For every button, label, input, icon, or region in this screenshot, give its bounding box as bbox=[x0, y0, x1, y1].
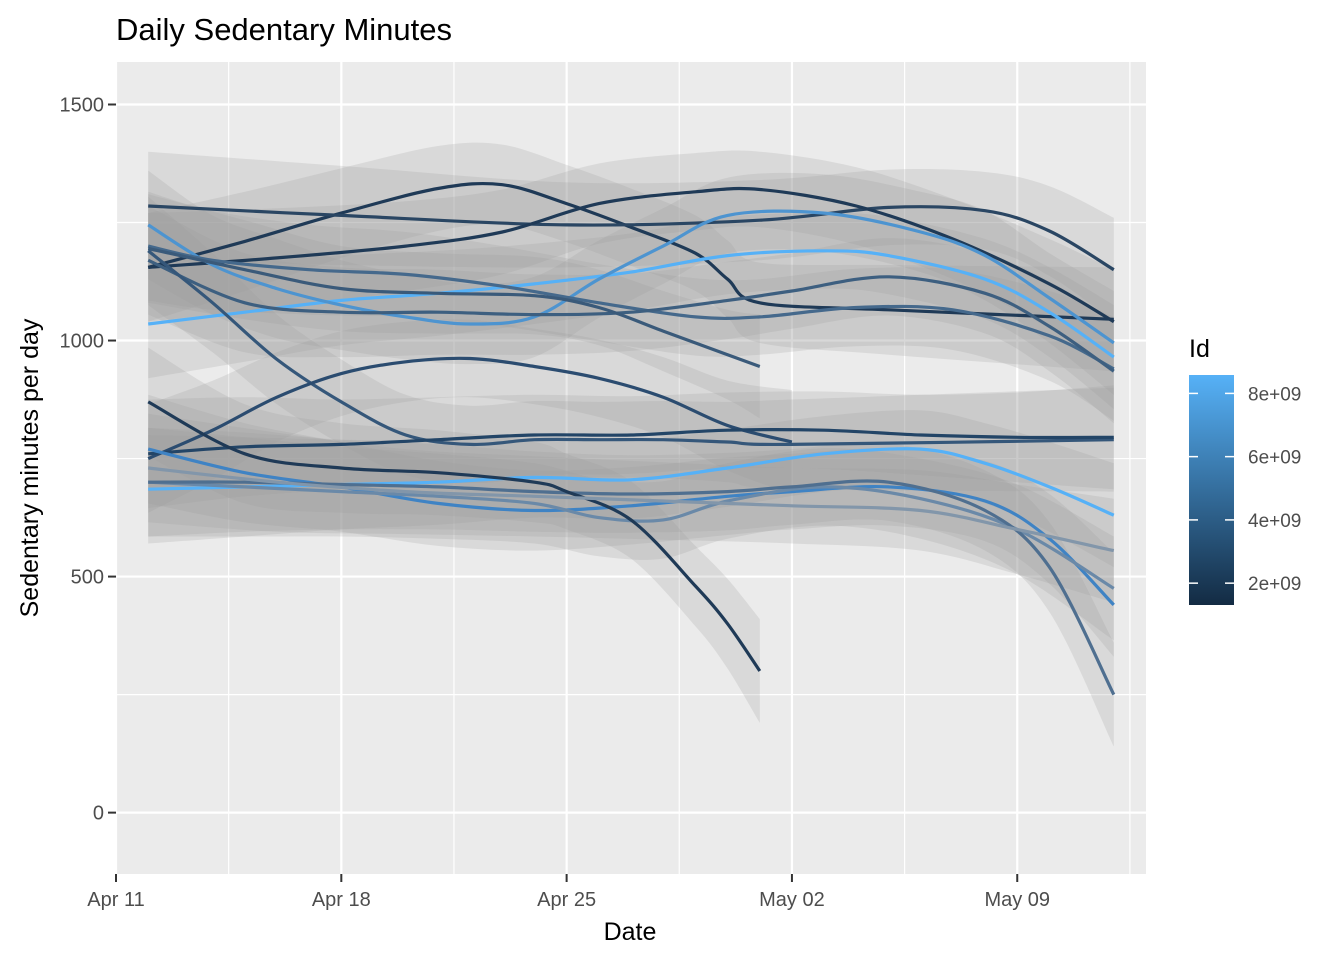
legend-colorbar bbox=[1189, 375, 1234, 605]
y-tick-label: 1500 bbox=[60, 94, 105, 116]
series-line bbox=[147, 209, 1115, 345]
series-line bbox=[148, 186, 1115, 324]
y-axis-title: Sedentary minutes per day bbox=[16, 318, 44, 617]
x-tick-label: Apr 18 bbox=[312, 889, 371, 911]
confidence-band bbox=[148, 170, 1114, 395]
series-line bbox=[147, 246, 761, 369]
confidence-band bbox=[148, 413, 1114, 603]
minor-gridlines bbox=[116, 62, 1146, 874]
y-tick-label: 500 bbox=[71, 567, 104, 589]
confidence-band bbox=[148, 151, 1114, 322]
legend-tick-label: 4e+09 bbox=[1248, 511, 1301, 532]
confidence-band bbox=[148, 206, 1114, 424]
x-tick-label: Apr 11 bbox=[87, 889, 144, 911]
legend-title: Id bbox=[1189, 335, 1210, 363]
confidence-band bbox=[148, 394, 1114, 657]
legend: Id 2e+09 4e+09 6e+09 8e+09 bbox=[1189, 335, 1301, 605]
y-tick-label: 1000 bbox=[60, 331, 105, 353]
legend-ticks: 2e+09 4e+09 6e+09 8e+09 bbox=[1189, 384, 1301, 595]
y-tick-label: 0 bbox=[93, 803, 104, 825]
confidence-band bbox=[148, 194, 760, 419]
y-axis: 0 500 1000 1500 bbox=[60, 94, 116, 825]
legend-tick-label: 6e+09 bbox=[1248, 448, 1301, 469]
legend-tick-label: 8e+09 bbox=[1248, 384, 1301, 405]
smoothed-lines bbox=[147, 181, 1116, 696]
legend-tick-label: 2e+09 bbox=[1248, 574, 1301, 595]
confidence-band bbox=[148, 196, 1114, 492]
series-line bbox=[147, 400, 762, 672]
series-line bbox=[148, 480, 1115, 590]
confidence-band bbox=[148, 213, 1114, 409]
x-tick-label: May 09 bbox=[984, 889, 1050, 911]
series-line bbox=[148, 428, 1114, 456]
confidence-band bbox=[148, 150, 1114, 374]
x-axis: Apr 11 Apr 18 Apr 25 May 02 May 09 bbox=[87, 874, 1050, 911]
series-line bbox=[148, 204, 1115, 272]
series-line bbox=[147, 249, 1114, 447]
chart-title: Daily Sedentary Minutes bbox=[116, 12, 452, 47]
x-tick-label: Apr 25 bbox=[537, 889, 596, 911]
confidence-band bbox=[148, 347, 760, 723]
series-line bbox=[147, 258, 1115, 373]
x-tick-label: May 02 bbox=[759, 889, 825, 911]
x-axis-title: Date bbox=[604, 918, 657, 946]
confidence-band bbox=[148, 385, 1114, 509]
series-line bbox=[148, 479, 1116, 696]
series-line bbox=[147, 356, 793, 461]
confidence-band bbox=[148, 319, 792, 513]
series-line bbox=[148, 466, 1115, 553]
